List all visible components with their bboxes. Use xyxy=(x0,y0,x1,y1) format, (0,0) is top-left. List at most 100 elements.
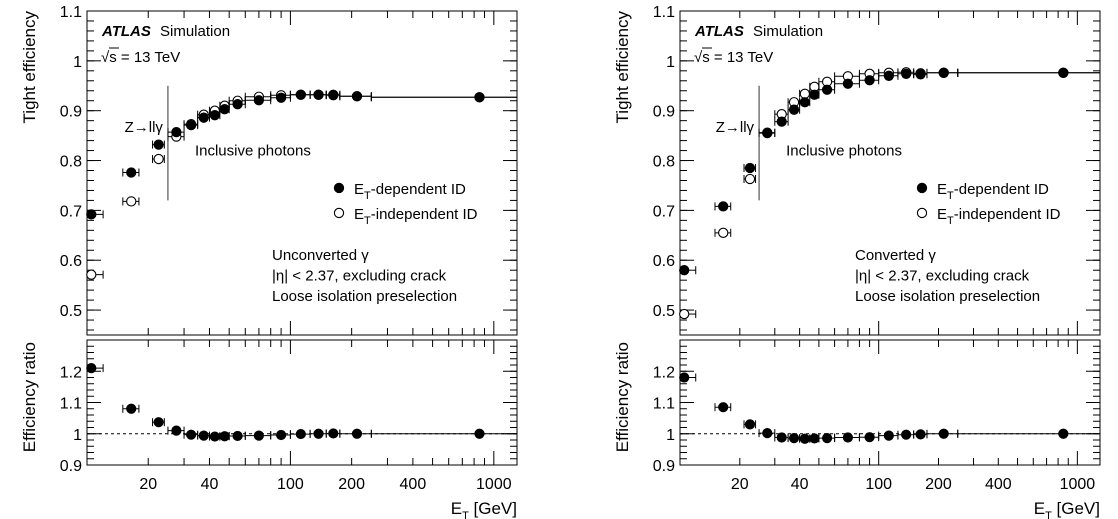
data-point xyxy=(153,139,164,150)
ratio-point xyxy=(276,429,287,441)
panel-unconverted: 0.5 0.6 0.7 0.8 0.9 1 1.1 0.9 1 1.1 1.2 20 40 100 200 4… xyxy=(20,4,518,519)
y-tick-label: 1.1 xyxy=(653,4,675,21)
ratio-point xyxy=(776,432,787,443)
series-et-dependent xyxy=(86,89,517,220)
data-point xyxy=(842,78,854,89)
y-tick-label: 0.9 xyxy=(60,104,82,121)
x-tick-label: 100 xyxy=(277,476,304,493)
ratio-point xyxy=(219,431,230,442)
ratio-point xyxy=(232,430,243,442)
ratio-point xyxy=(351,428,363,439)
annotation-text: |η| < 2.37, excluding crack xyxy=(855,268,1030,285)
data-point xyxy=(126,196,137,207)
ratio-point xyxy=(762,428,773,439)
data-point xyxy=(821,84,833,95)
ratio-y-tick-label: 1.1 xyxy=(653,396,675,413)
ratio-series xyxy=(679,372,1100,444)
ratio-y-tick-label: 0.9 xyxy=(60,458,82,475)
data-point xyxy=(86,209,97,220)
ratio-point xyxy=(198,430,209,441)
legend-marker xyxy=(916,207,928,219)
data-point xyxy=(313,89,324,100)
x-tick-label: 1000 xyxy=(476,476,512,493)
x-tick-label: 20 xyxy=(731,476,749,493)
ratio-point xyxy=(809,433,820,444)
data-point xyxy=(275,92,287,103)
data-point xyxy=(864,75,875,86)
x-tick-label: 1000 xyxy=(1060,476,1096,493)
ratio-y-axis-title: Efficiency ratio xyxy=(613,342,632,452)
ratio-frame xyxy=(86,339,518,466)
y-axis-title: Tight efficiency xyxy=(613,11,632,124)
data-point xyxy=(253,95,265,106)
region-label-zllg: Z→llγ xyxy=(125,119,164,136)
data-point xyxy=(809,89,820,100)
ratio-point xyxy=(799,433,810,444)
y-tick-label: 1 xyxy=(73,54,82,71)
ratio-point xyxy=(171,425,182,436)
ratio-y-tick-label: 1 xyxy=(73,427,82,444)
ratio-point xyxy=(313,428,324,439)
x-tick-label: 20 xyxy=(139,476,157,493)
y-tick-label: 0.8 xyxy=(653,154,675,171)
ratio-point xyxy=(153,417,164,428)
y-tick-label: 0.7 xyxy=(60,203,82,220)
atlas-label: ATLAS xyxy=(694,23,744,40)
annotation-text: Converted γ xyxy=(855,247,936,264)
ratio-y-axis-title: Efficiency ratio xyxy=(20,342,39,452)
data-point xyxy=(198,112,209,123)
ratio-point xyxy=(915,429,926,440)
x-tick-label: 40 xyxy=(201,476,219,493)
ratio-point xyxy=(253,430,265,441)
y-tick-label: 0.5 xyxy=(60,303,82,320)
legend-marker xyxy=(916,182,928,194)
main-frame xyxy=(86,10,518,336)
atlas-tag: Simulation xyxy=(160,23,230,40)
y-tick-label: 0.9 xyxy=(653,104,675,121)
ratio-point xyxy=(788,433,800,444)
atlas-label: ATLAS xyxy=(101,23,151,40)
data-point xyxy=(679,308,690,320)
y-tick-label: 0.5 xyxy=(653,303,675,320)
annotation-text: Unconverted γ xyxy=(272,247,369,264)
y-tick-label: 0.6 xyxy=(60,253,82,270)
data-point xyxy=(126,167,137,178)
legend-marker xyxy=(333,182,345,194)
ratio-y-tick-label: 1.1 xyxy=(60,396,82,413)
data-point xyxy=(762,127,773,138)
ratio-point xyxy=(474,428,485,439)
data-point xyxy=(351,91,363,102)
data-point xyxy=(788,104,800,115)
ratio-point xyxy=(1058,428,1069,439)
ratio-point xyxy=(86,363,97,374)
data-point xyxy=(744,173,756,185)
ratio-y-tick-label: 1 xyxy=(666,427,675,444)
data-point xyxy=(718,201,729,212)
data-point xyxy=(209,110,220,121)
ratio-point xyxy=(883,430,894,441)
data-point xyxy=(938,67,949,78)
y-tick-label: 0.8 xyxy=(60,154,82,171)
ratio-point xyxy=(679,372,690,383)
data-point xyxy=(295,89,306,100)
data-point xyxy=(744,162,756,174)
energy-label-text: √s = 13 TeV xyxy=(694,49,773,66)
ratio-y-tick-label: 1.2 xyxy=(653,364,675,381)
y-axis-title: Tight efficiency xyxy=(20,11,39,124)
annotation-text: Loose isolation preselection xyxy=(272,288,457,305)
ratio-y-tick-label: 1.2 xyxy=(60,364,82,381)
data-point xyxy=(171,126,182,138)
x-tick-label: 100 xyxy=(865,476,892,493)
ratio-series xyxy=(86,363,517,442)
data-point xyxy=(328,89,339,100)
ratio-point xyxy=(901,429,912,440)
data-point xyxy=(232,99,243,110)
ratio-point xyxy=(842,432,854,443)
energy-label: √s = 13 TeV xyxy=(101,47,180,66)
ratio-point xyxy=(718,402,729,413)
ratio-point xyxy=(186,429,197,440)
ratio-frame xyxy=(679,339,1101,466)
y-tick-label: 1.1 xyxy=(60,4,82,21)
legend-label: ET-dependent ID xyxy=(937,181,1049,202)
